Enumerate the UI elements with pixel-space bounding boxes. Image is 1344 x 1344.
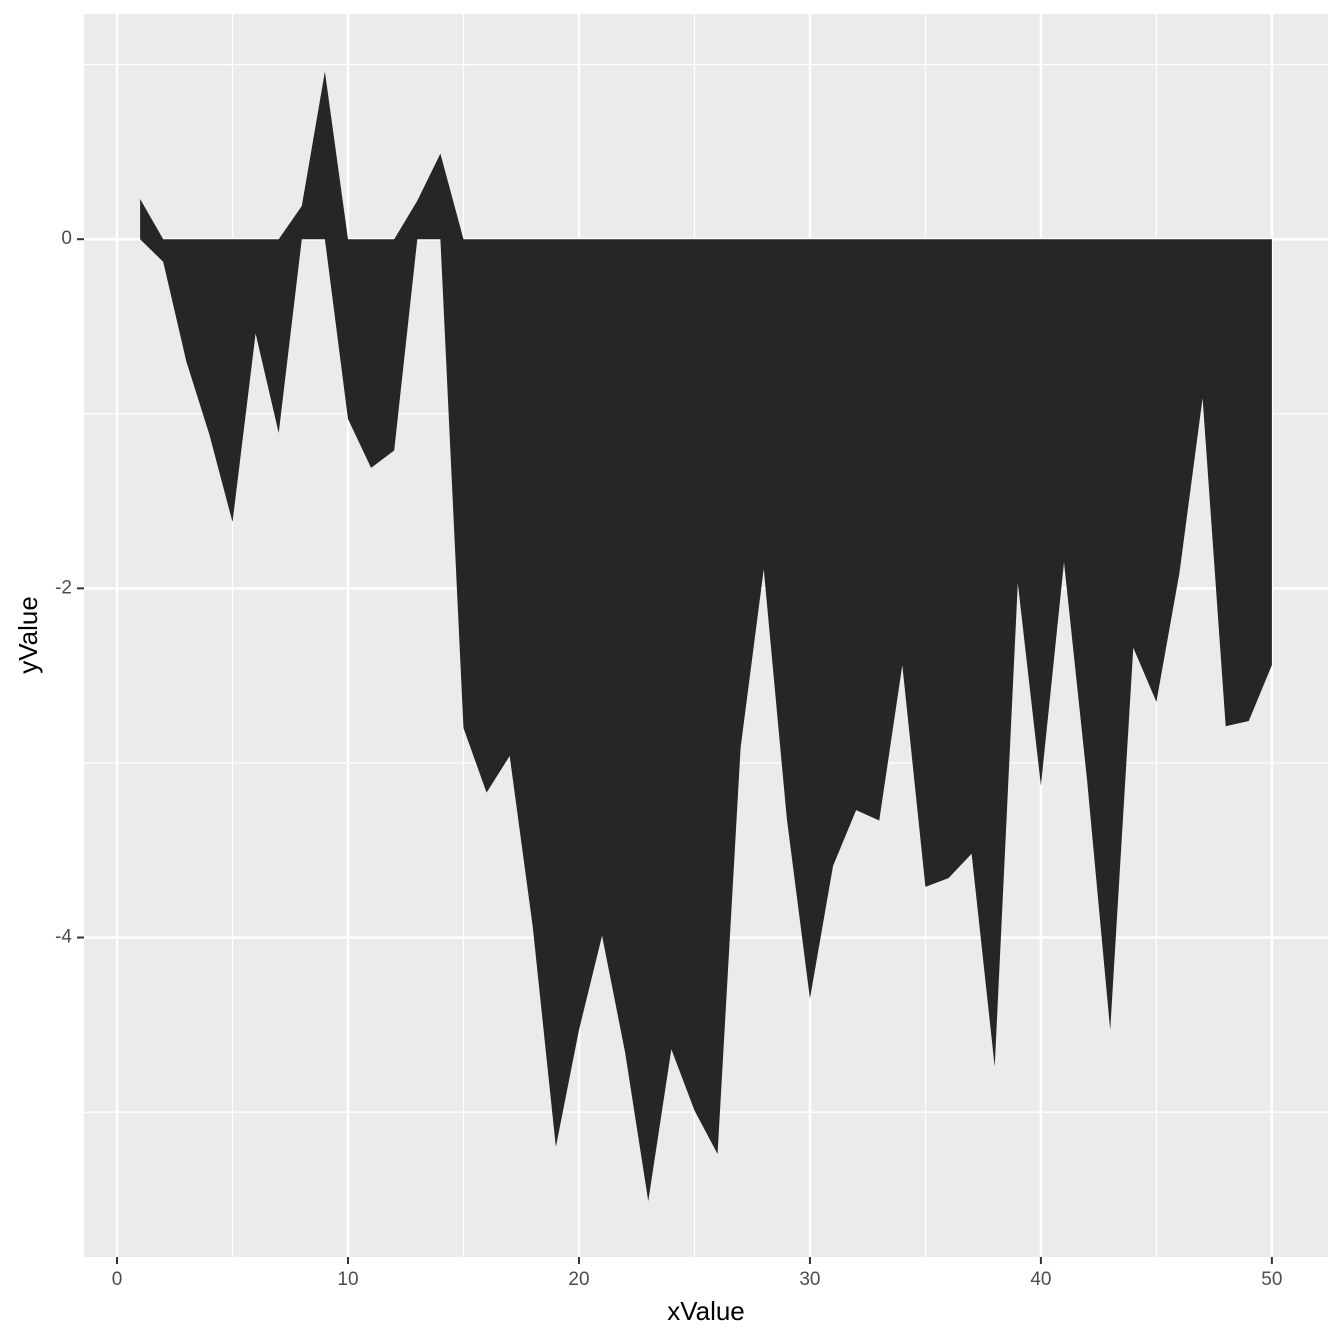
y-tick-label: -4 [55,927,72,948]
area [140,71,1272,1202]
y-axis-title: yValue [13,596,43,674]
axes: 0 10 20 30 40 50 0 -2 -4 [55,228,1282,1290]
marks [140,71,1272,1202]
x-tick-label: 30 [799,1269,820,1290]
x-tick-label: 40 [1030,1269,1051,1290]
x-tick-label: 50 [1261,1269,1282,1290]
y-tick-label: -2 [55,577,72,598]
x-tick-label: 0 [112,1269,123,1290]
x-tick-label: 20 [568,1269,589,1290]
x-tick-label: 10 [337,1269,358,1290]
x-axis-title: xValue [667,1296,745,1326]
y-tick-label: 0 [61,228,72,249]
